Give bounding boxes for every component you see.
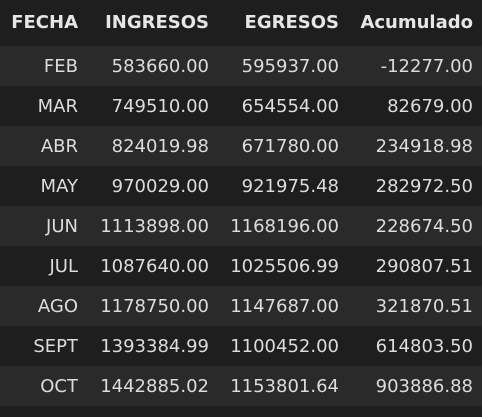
cell-acumulado: 321870.51 — [375, 295, 473, 317]
cell-egresos: 654554.00 — [241, 95, 339, 117]
table-row: MAR 749510.00 654554.00 82679.00 — [0, 86, 482, 126]
cell-fecha: OCT — [40, 375, 78, 397]
cell-egresos: 921975.48 — [241, 175, 339, 197]
cell-ingresos: 824019.98 — [111, 135, 209, 157]
cell-acumulado: 614803.50 — [375, 335, 473, 357]
cell-egresos: 1168196.00 — [230, 215, 339, 237]
table-row: MAY 970029.00 921975.48 282972.50 — [0, 166, 482, 206]
table-row: FEB 583660.00 595937.00 -12277.00 — [0, 46, 482, 86]
cell-acumulado: 82679.00 — [387, 95, 473, 117]
table-row: ABR 824019.98 671780.00 234918.98 — [0, 126, 482, 166]
cell-fecha: AGO — [37, 295, 78, 317]
cell-fecha: SEPT — [33, 335, 78, 357]
cell-fecha: JUL — [49, 255, 78, 277]
cell-fecha: MAR — [37, 95, 78, 117]
cell-egresos: 1100452.00 — [230, 335, 339, 357]
table-row: SEPT 1393384.99 1100452.00 614803.50 — [0, 326, 482, 366]
cell-ingresos: 1442885.02 — [100, 375, 209, 397]
table-row: JUL 1087640.00 1025506.99 290807.51 — [0, 246, 482, 286]
cell-ingresos: 1393384.99 — [100, 335, 209, 357]
table-body: FEB 583660.00 595937.00 -12277.00 MAR 74… — [0, 46, 482, 406]
cell-egresos: 1147687.00 — [230, 295, 339, 317]
cell-ingresos: 970029.00 — [111, 175, 209, 197]
cell-acumulado: -12277.00 — [380, 55, 473, 77]
cell-egresos: 1025506.99 — [230, 255, 339, 277]
column-header-egresos: EGRESOS — [244, 11, 339, 33]
cell-acumulado: 228674.50 — [375, 215, 473, 237]
cell-fecha: MAY — [40, 175, 78, 197]
cell-egresos: 595937.00 — [241, 55, 339, 77]
column-header-ingresos: INGRESOS — [105, 11, 209, 33]
data-table: FECHA INGRESOS EGRESOS Acumulado FEB 583… — [0, 0, 482, 406]
cell-egresos: 671780.00 — [241, 135, 339, 157]
cell-fecha: JUN — [46, 215, 78, 237]
table-row: AGO 1178750.00 1147687.00 321870.51 — [0, 286, 482, 326]
cell-ingresos: 749510.00 — [111, 95, 209, 117]
cell-fecha: FEB — [43, 55, 78, 77]
table-row: OCT 1442885.02 1153801.64 903886.88 — [0, 366, 482, 406]
cell-ingresos: 1113898.00 — [100, 215, 209, 237]
table-header: FECHA INGRESOS EGRESOS Acumulado — [0, 0, 482, 46]
cell-acumulado: 282972.50 — [375, 175, 473, 197]
cell-ingresos: 1178750.00 — [100, 295, 209, 317]
cell-ingresos: 1087640.00 — [100, 255, 209, 277]
cell-acumulado: 234918.98 — [375, 135, 473, 157]
header-row: FECHA INGRESOS EGRESOS Acumulado — [0, 0, 482, 46]
cell-ingresos: 583660.00 — [111, 55, 209, 77]
column-header-acumulado: Acumulado — [360, 11, 473, 33]
cell-acumulado: 903886.88 — [375, 375, 473, 397]
cell-acumulado: 290807.51 — [375, 255, 473, 277]
table-row: JUN 1113898.00 1168196.00 228674.50 — [0, 206, 482, 246]
cell-fecha: ABR — [40, 135, 78, 157]
cell-egresos: 1153801.64 — [230, 375, 339, 397]
column-header-fecha: FECHA — [11, 11, 78, 33]
